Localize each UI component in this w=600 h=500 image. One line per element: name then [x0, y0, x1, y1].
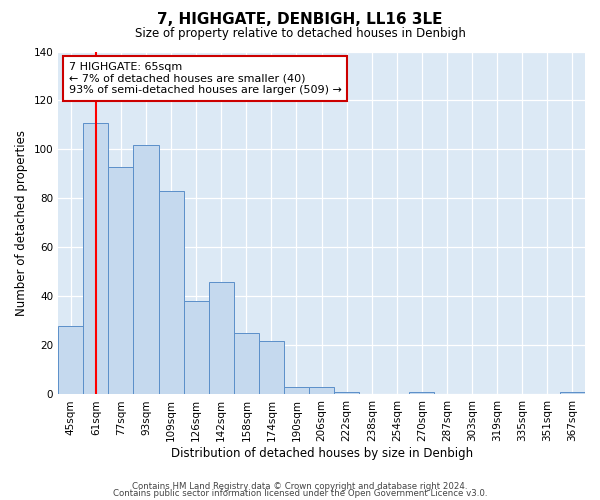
Text: 7, HIGHGATE, DENBIGH, LL16 3LE: 7, HIGHGATE, DENBIGH, LL16 3LE: [157, 12, 443, 28]
Bar: [109, 166, 133, 394]
X-axis label: Distribution of detached houses by size in Denbigh: Distribution of detached houses by size …: [170, 447, 473, 460]
Bar: [234, 333, 259, 394]
Bar: [409, 392, 434, 394]
Bar: [284, 387, 309, 394]
Bar: [184, 302, 209, 394]
Bar: [334, 392, 359, 394]
Bar: [83, 122, 109, 394]
Text: Contains public sector information licensed under the Open Government Licence v3: Contains public sector information licen…: [113, 490, 487, 498]
Text: Contains HM Land Registry data © Crown copyright and database right 2024.: Contains HM Land Registry data © Crown c…: [132, 482, 468, 491]
Bar: [309, 387, 334, 394]
Bar: [58, 326, 83, 394]
Bar: [209, 282, 234, 395]
Text: 7 HIGHGATE: 65sqm
← 7% of detached houses are smaller (40)
93% of semi-detached : 7 HIGHGATE: 65sqm ← 7% of detached house…: [69, 62, 341, 95]
Bar: [560, 392, 585, 394]
Bar: [158, 191, 184, 394]
Bar: [259, 340, 284, 394]
Text: Size of property relative to detached houses in Denbigh: Size of property relative to detached ho…: [134, 28, 466, 40]
Bar: [133, 144, 158, 394]
Y-axis label: Number of detached properties: Number of detached properties: [15, 130, 28, 316]
